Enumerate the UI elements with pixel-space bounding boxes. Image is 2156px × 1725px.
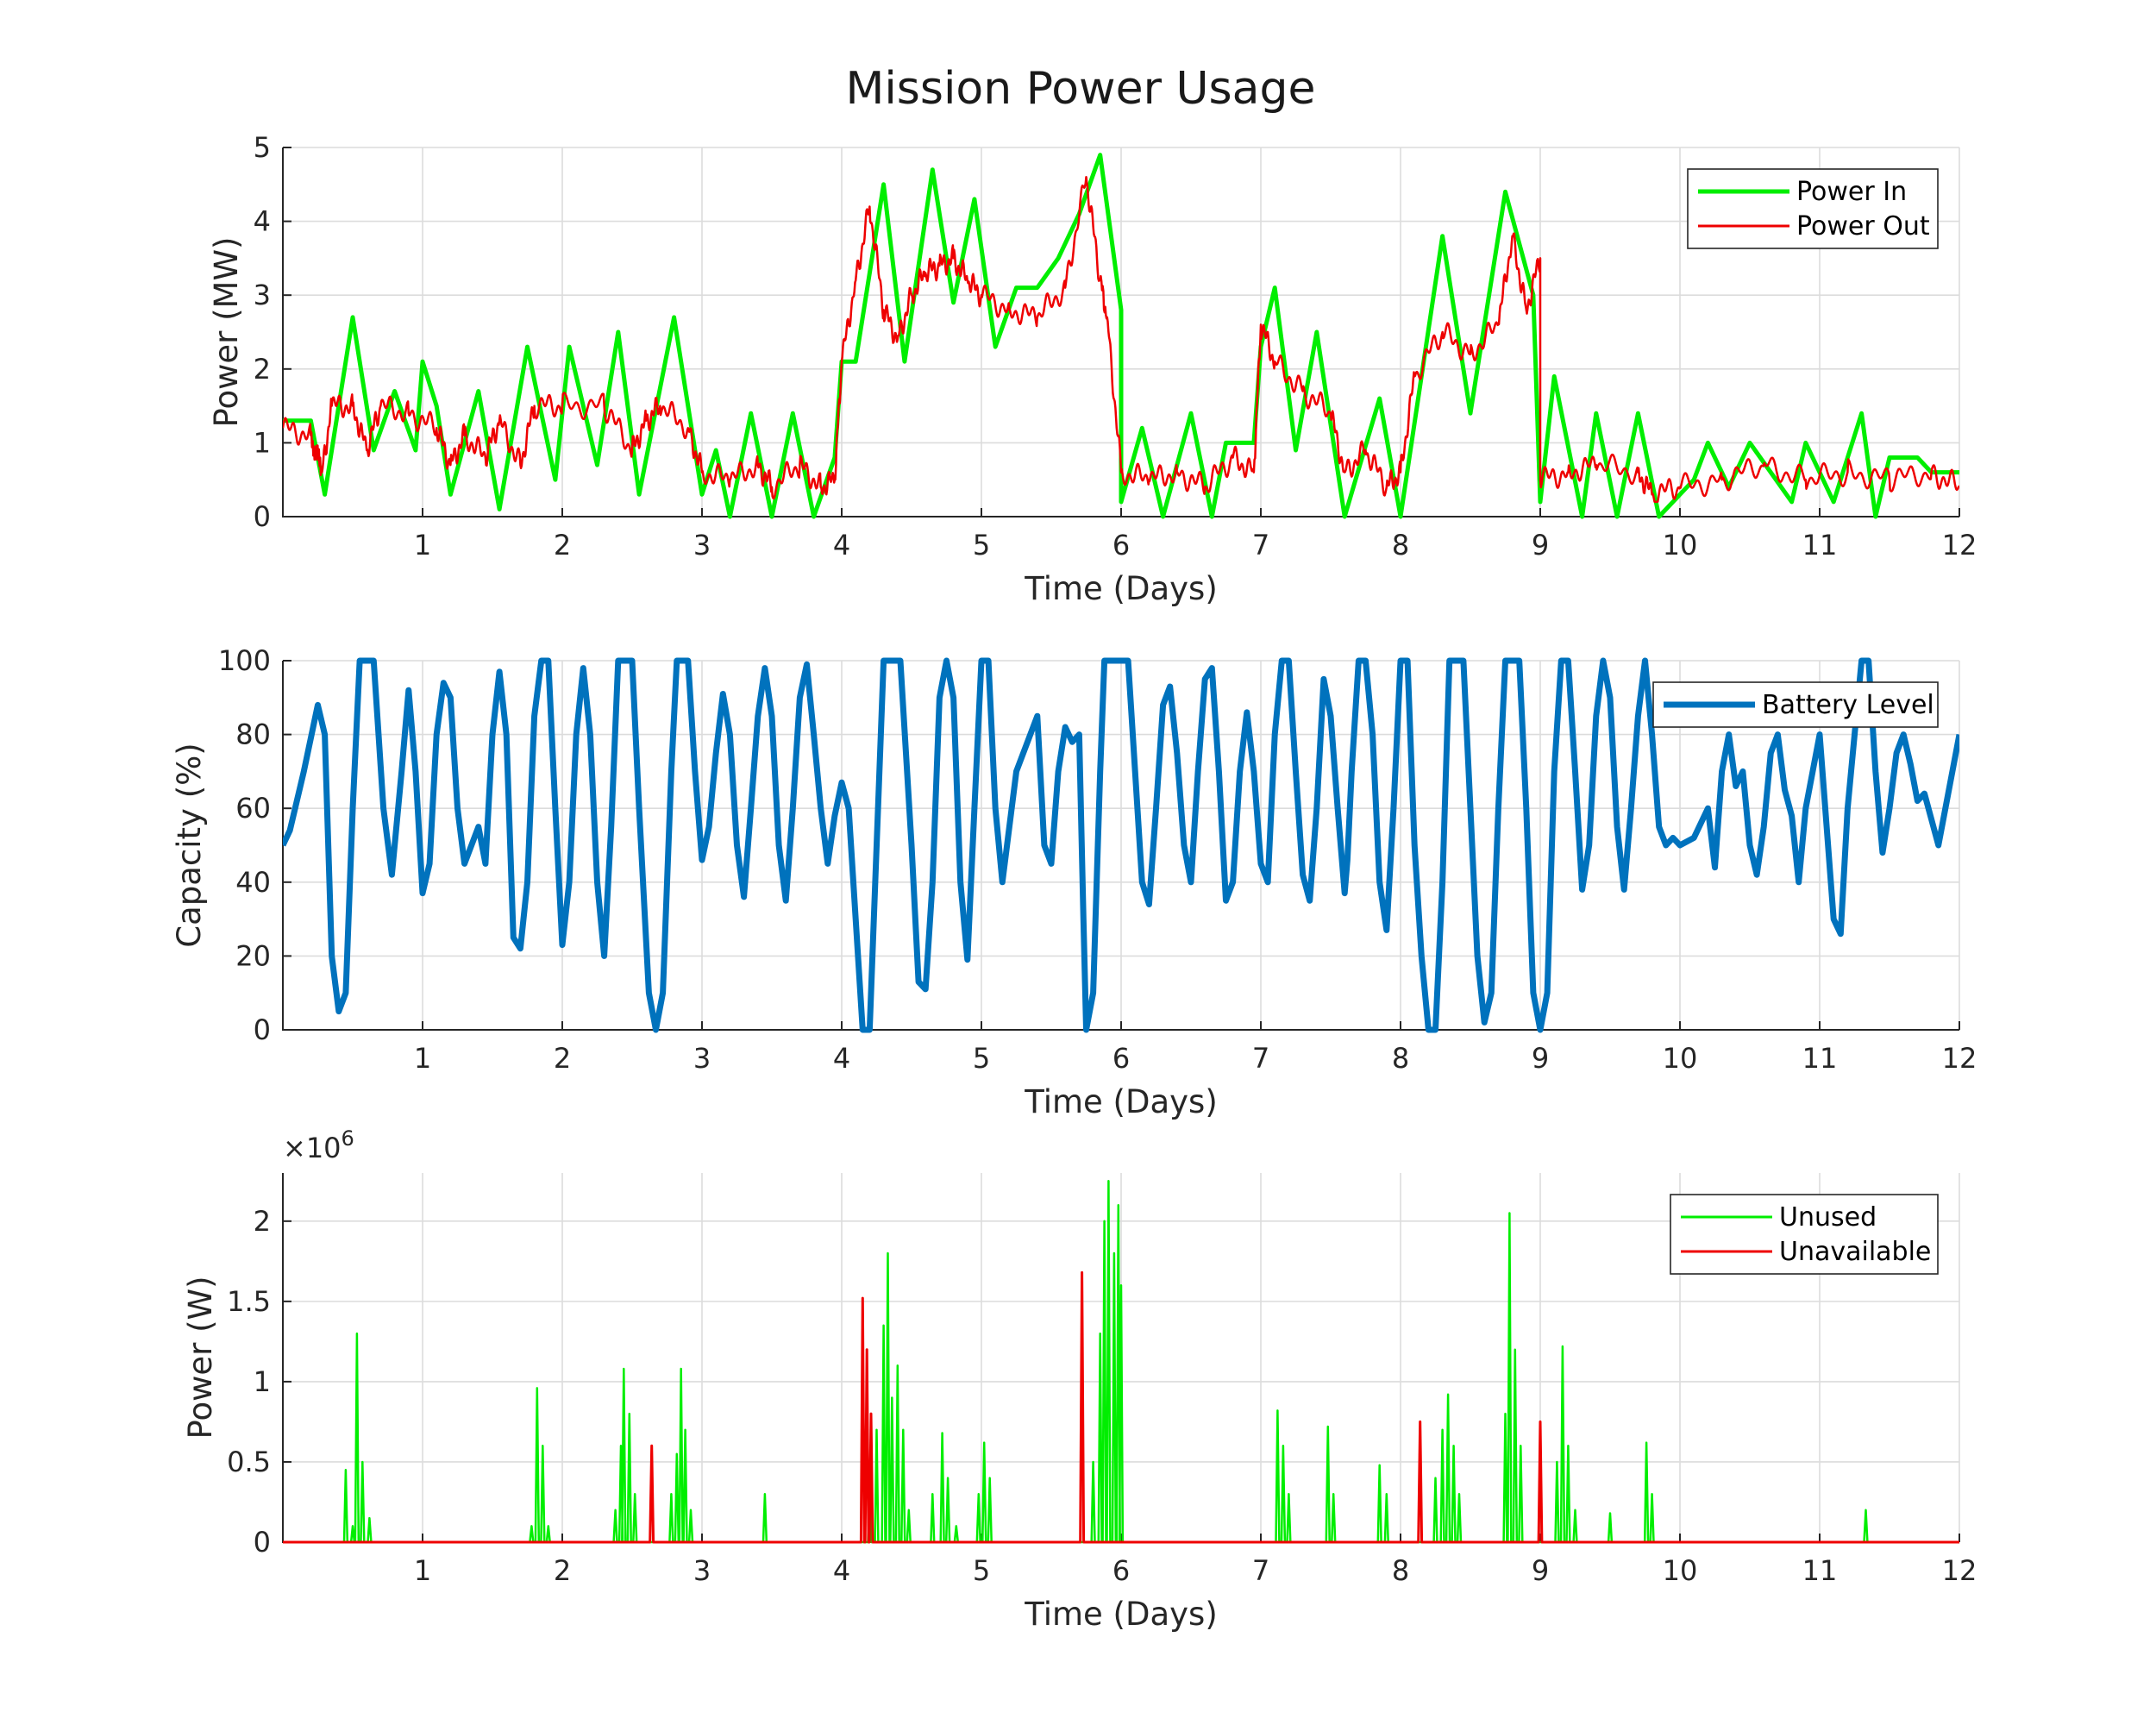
- y-exponent-power: 6: [342, 1126, 354, 1151]
- x-tick-label: 4: [833, 1554, 850, 1587]
- x-tick-label: 4: [833, 529, 850, 561]
- x-tick-label: 2: [554, 1042, 571, 1075]
- y-axis-label: Power (W): [182, 1276, 219, 1439]
- x-tick-label: 11: [1802, 1042, 1838, 1075]
- x-tick-label: 9: [1532, 1554, 1549, 1587]
- y-tick-label: 80: [235, 718, 271, 751]
- x-tick-label: 8: [1392, 1554, 1409, 1587]
- x-tick-label: 5: [973, 1554, 990, 1587]
- x-tick-label: 12: [1942, 529, 1977, 561]
- x-tick-label: 9: [1532, 529, 1549, 561]
- legend-box: [1670, 1194, 1939, 1275]
- x-tick-label: 12: [1942, 1554, 1977, 1587]
- series-line-battery-level: [283, 657, 1959, 1033]
- x-tick-label: 10: [1663, 1554, 1698, 1587]
- legend-label-unavailable: Unavailable: [1779, 1237, 1931, 1267]
- legend: Unused Unavailable: [1670, 1194, 1939, 1275]
- legend: Power In Power Out: [1687, 168, 1939, 249]
- y-tick-label: 0: [254, 1526, 271, 1559]
- x-tick-label: 2: [554, 529, 571, 561]
- y-exponent-label: ×106: [283, 1126, 354, 1164]
- x-axis-label: Time (Days): [1024, 1083, 1218, 1120]
- legend-label-power-out: Power Out: [1796, 211, 1930, 242]
- series-line-unavailable: [283, 1270, 1959, 1544]
- x-tick-label: 7: [1252, 1042, 1269, 1075]
- y-tick-label: 2: [254, 353, 271, 386]
- y-tick-label: 20: [235, 939, 271, 972]
- x-tick-label: 9: [1532, 1042, 1549, 1075]
- x-tick-label: 3: [693, 1042, 711, 1075]
- y-tick-label: 1.5: [227, 1285, 271, 1318]
- x-tick-label: 7: [1252, 529, 1269, 561]
- y-tick-label: 2: [254, 1205, 271, 1238]
- x-tick-label: 1: [414, 529, 431, 561]
- x-tick-label: 5: [973, 1042, 990, 1075]
- series-line-power-in: [283, 153, 1959, 519]
- x-tick-label: 8: [1392, 529, 1409, 561]
- x-tick-label: 11: [1802, 1554, 1838, 1587]
- y-tick-label: 1: [254, 426, 271, 459]
- series-line-power-out: [283, 175, 1959, 504]
- legend: Battery Level: [1652, 681, 1939, 728]
- x-axis-label: Time (Days): [1024, 570, 1218, 607]
- y-tick-label: 4: [254, 205, 271, 238]
- legend-box: [1687, 168, 1939, 249]
- figure-title: Mission Power Usage: [845, 63, 1315, 115]
- x-tick-label: 1: [414, 1554, 431, 1587]
- x-tick-label: 6: [1112, 1554, 1130, 1587]
- y-tick-label: 0.5: [227, 1446, 271, 1478]
- y-tick-label: 60: [235, 792, 271, 825]
- x-tick-label: 8: [1392, 1042, 1409, 1075]
- x-tick-label: 10: [1663, 529, 1698, 561]
- x-tick-label: 10: [1663, 1042, 1698, 1075]
- y-tick-label: 3: [254, 279, 271, 311]
- y-axis-label: Capacity (%): [171, 743, 208, 947]
- x-tick-label: 7: [1252, 1554, 1269, 1587]
- x-tick-label: 4: [833, 1042, 850, 1075]
- legend-label-power-in: Power In: [1796, 177, 1907, 207]
- x-tick-label: 12: [1942, 1042, 1977, 1075]
- y-axis-label: Power (MW): [208, 236, 245, 427]
- x-tick-label: 11: [1802, 529, 1838, 561]
- x-tick-label: 2: [554, 1554, 571, 1587]
- legend-label-unused: Unused: [1779, 1202, 1877, 1233]
- x-tick-label: 5: [973, 529, 990, 561]
- x-tick-label: 3: [693, 529, 711, 561]
- y-tick-label: 0: [254, 1013, 271, 1046]
- x-tick-label: 6: [1112, 1042, 1130, 1075]
- x-tick-label: 3: [693, 1554, 711, 1587]
- y-tick-label: 5: [254, 131, 271, 164]
- y-tick-label: 100: [218, 644, 271, 677]
- y-tick-label: 40: [235, 866, 271, 899]
- x-axis-label: Time (Days): [1024, 1596, 1218, 1633]
- y-tick-label: 1: [254, 1365, 271, 1398]
- y-tick-label: 0: [254, 500, 271, 533]
- x-tick-label: 1: [414, 1042, 431, 1075]
- legend-label-battery-level: Battery Level: [1762, 690, 1934, 720]
- x-tick-label: 6: [1112, 529, 1130, 561]
